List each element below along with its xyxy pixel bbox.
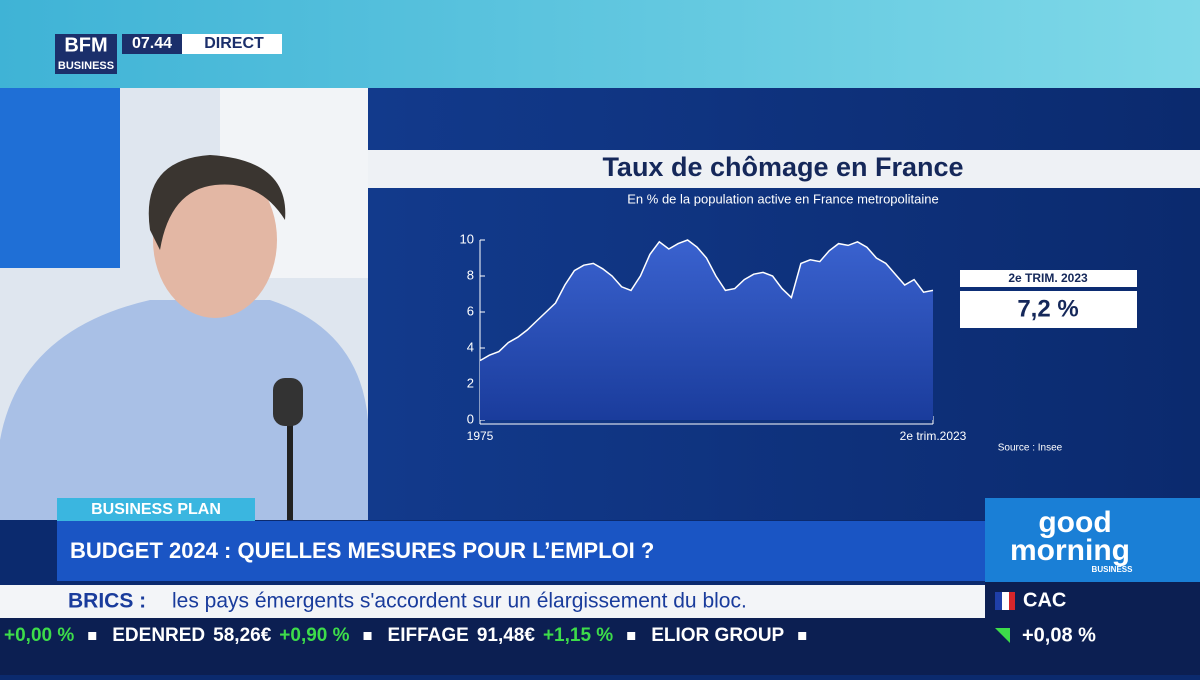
ticker-name: EIFFAGE [388,625,469,646]
headline-bar [57,521,985,581]
microphone [273,378,303,426]
callout-value: 7,2 % [1017,295,1078,322]
brand-line2: morning [1010,534,1130,567]
news-topic: BRICS : [68,590,146,613]
ticker-separator [627,632,636,640]
market-index: CAC [1023,589,1066,611]
ticker-name: ELIOR GROUP [651,625,784,646]
plot: 0 2 4 6 8 10 1975 2e trim.2023 [460,231,967,443]
tag-box [57,498,255,521]
y-tick-label: 0 [467,411,474,426]
y-tick-label: 8 [467,267,474,282]
chart-subtitle: En % de la population active en France m… [627,191,938,206]
market-box [985,582,1200,675]
x-tick-label: 1975 [467,429,494,443]
source: Source : Insee [998,443,1063,454]
ticker: +0,00 % EDENRED 58,26€ +0,90 % EIFFAGE 91,48€… [4,625,807,646]
chart-title: Taux de chômage en France [602,152,963,182]
y-tick-label: 6 [467,303,474,318]
headline: BUDGET 2024 : QUELLES MESURES POUR L’EMP… [70,538,654,563]
news-bar [0,585,985,618]
y-tick-label: 2 [467,375,474,390]
logo-top: BFM [64,34,107,56]
ticker-price: 91,48€ [477,625,536,646]
line [479,239,934,362]
news-text: les pays émergents s'accordent sur un él… [172,590,747,613]
market-change: +0,08 % [1022,624,1096,646]
flag-blue [995,592,1002,610]
logo-box [55,34,117,74]
ticker-change: +0,90 % [279,625,349,646]
title-bar [368,150,1200,188]
logo-bottom: BUSINESS [58,60,114,72]
tag: BUSINESS PLAN [91,501,221,518]
callout-value-box [960,291,1137,328]
microphone-stand [287,400,293,520]
up-arrow [995,628,1010,643]
time-box [122,34,182,54]
flag-red [1009,592,1015,610]
brand-line1: good [1038,506,1111,539]
x-tick-label: 2e trim.2023 [900,429,967,443]
person-hair [148,155,286,250]
ticker-separator [363,632,372,640]
ticker-separator [88,632,97,640]
ticker-separator [798,632,807,640]
person-shirt [0,300,368,520]
ticker-price: 58,26€ [213,625,272,646]
ticker-bar [0,618,985,675]
brand-line3: BUSINESS [1092,565,1134,574]
y-tick-label: 4 [467,339,474,354]
person-face [153,162,277,318]
time: 07.44 [132,35,172,52]
ticker-change: +0,00 % [4,625,74,646]
callout-label-box [960,270,1137,287]
ticker-name: EDENRED [112,625,205,646]
area [480,240,933,420]
live-label: DIRECT [204,35,264,52]
y-tick-label: 10 [460,231,474,246]
callout-label: 2e TRIM. 2023 [1008,271,1088,285]
brand-box [985,498,1200,582]
ticker-change: +1,15 % [543,625,613,646]
studio-screen [0,88,120,268]
